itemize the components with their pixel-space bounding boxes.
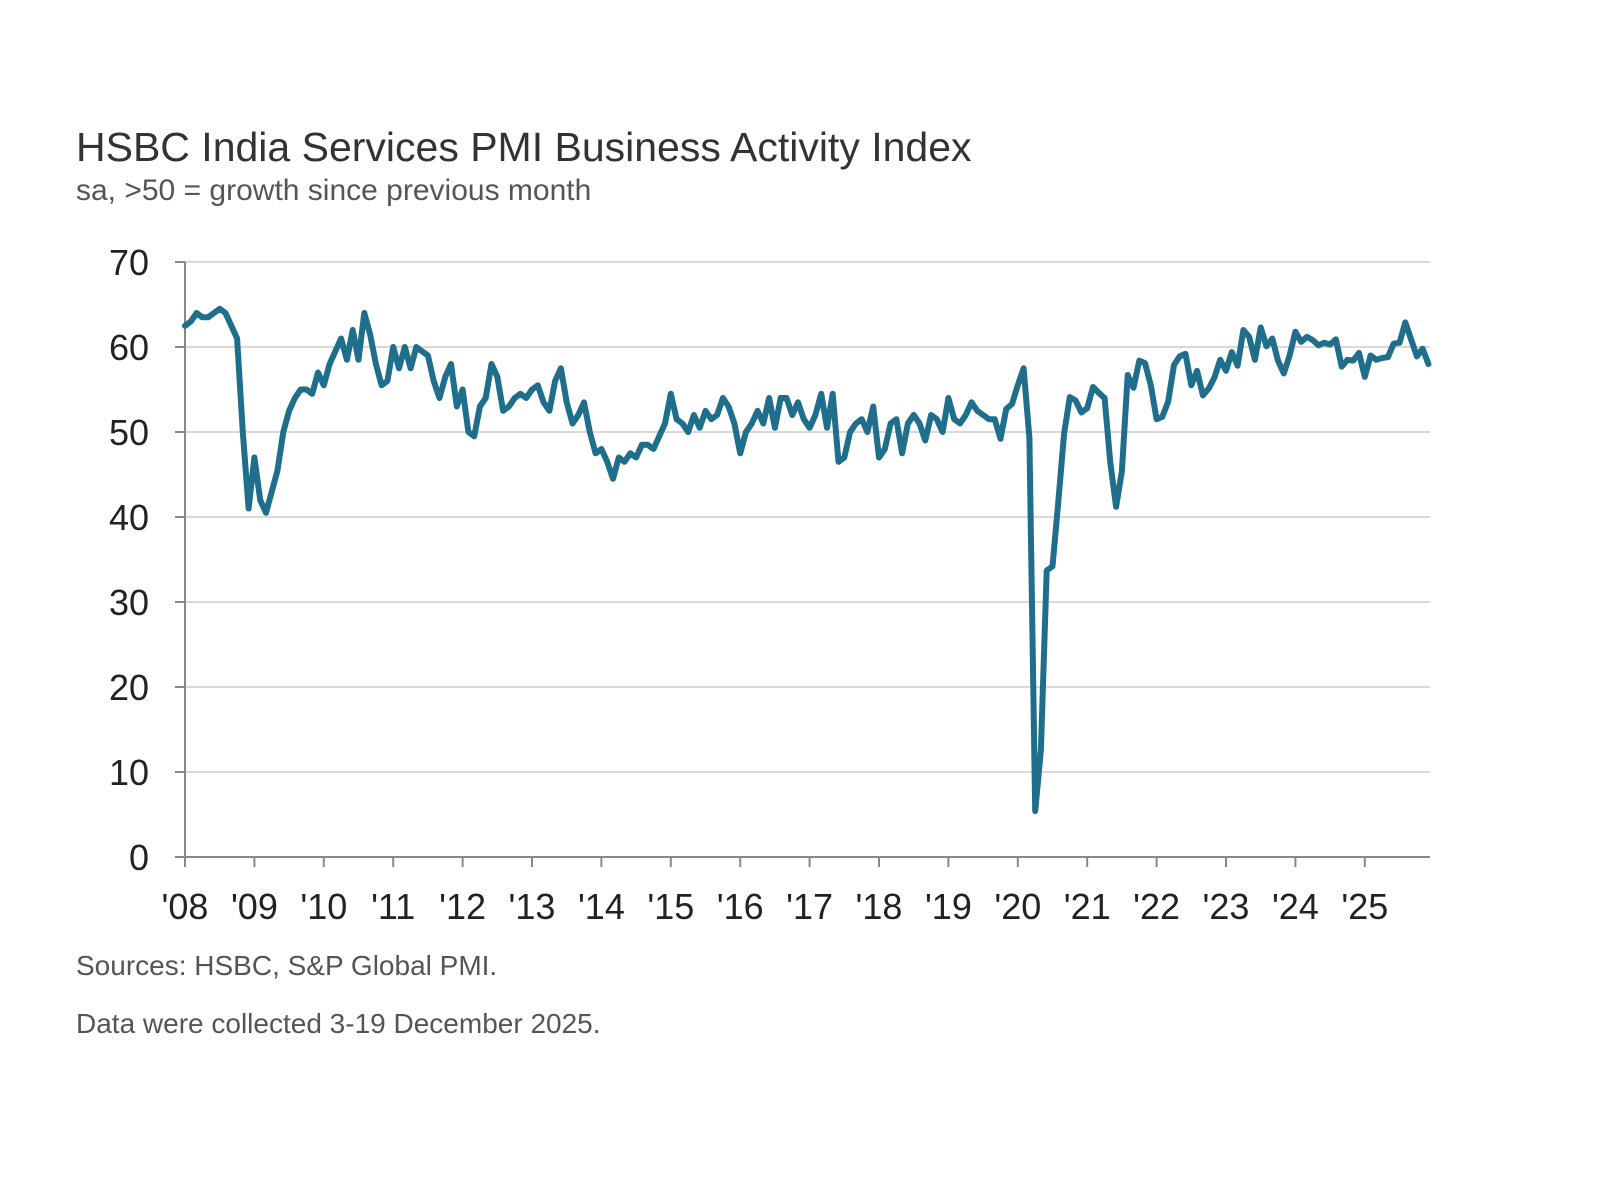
x-tick-label: '22 xyxy=(1133,886,1180,927)
y-tick-label: 60 xyxy=(109,327,149,368)
x-tick-label: '12 xyxy=(439,886,486,927)
x-tick-label: '14 xyxy=(578,886,625,927)
y-tick-label: 20 xyxy=(109,667,149,708)
x-tick-label: '17 xyxy=(786,886,833,927)
x-tick-label: '23 xyxy=(1203,886,1250,927)
y-tick-label: 10 xyxy=(109,752,149,793)
x-tick-label: '21 xyxy=(1064,886,1111,927)
y-tick-label: 50 xyxy=(109,412,149,453)
x-tick-label: '08 xyxy=(162,886,209,927)
x-tick-label: '16 xyxy=(717,886,764,927)
x-tick-label: '24 xyxy=(1272,886,1319,927)
chart-title: HSBC India Services PMI Business Activit… xyxy=(76,124,972,170)
x-tick-label: '19 xyxy=(925,886,972,927)
x-tick-label: '10 xyxy=(300,886,347,927)
x-tick-label: '18 xyxy=(856,886,903,927)
collection-note: Data were collected 3-19 December 2025. xyxy=(76,1008,601,1039)
x-tick-label: '20 xyxy=(994,886,1041,927)
y-tick-label: 40 xyxy=(109,497,149,538)
x-tick-label: '15 xyxy=(647,886,694,927)
y-tick-label: 30 xyxy=(109,582,149,623)
x-tick-label: '11 xyxy=(371,886,415,927)
x-tick-label: '25 xyxy=(1341,886,1388,927)
x-tick-label: '13 xyxy=(509,886,556,927)
chart-subtitle: sa, >50 = growth since previous month xyxy=(76,174,592,207)
y-tick-label: 70 xyxy=(109,242,149,283)
series-line xyxy=(182,305,1432,815)
sources-note: Sources: HSBC, S&P Global PMI. xyxy=(76,950,498,981)
x-tick-label: '09 xyxy=(231,886,278,927)
y-tick-label: 0 xyxy=(129,837,149,878)
